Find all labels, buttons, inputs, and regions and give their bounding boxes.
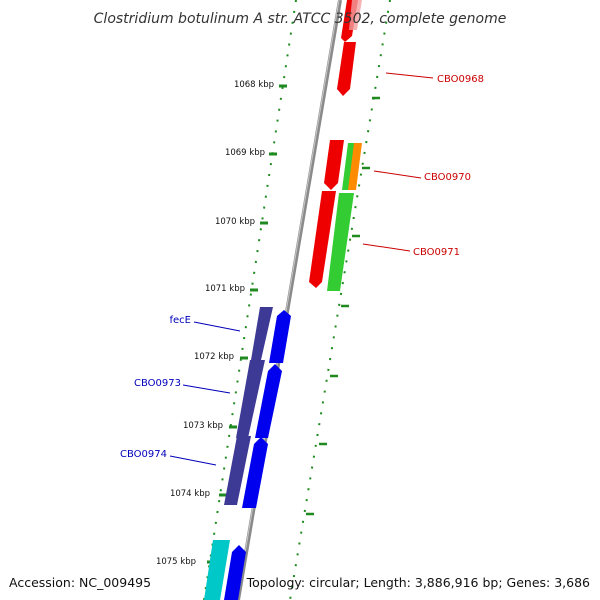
tick-label-1075: 1075 kbp xyxy=(156,557,196,567)
callout-line-cbo0971 xyxy=(362,243,411,252)
gene-arrow-cbo0974-purple[interactable] xyxy=(224,436,251,505)
tick-label-1074: 1074 kbp xyxy=(170,489,210,499)
outer-dotted-track xyxy=(203,0,391,600)
callout-line-cbo0968 xyxy=(385,72,434,79)
tick-label-1071: 1071 kbp xyxy=(205,284,245,294)
gene-callouts: CBO0968 CBO0970 CBO0971 fecE CBO0973 CBO… xyxy=(120,72,484,466)
gene-arrow-feceblock-purple[interactable] xyxy=(251,307,273,360)
gene-arrow-bottom-cyan[interactable] xyxy=(204,540,230,600)
gene-label-cbo0970[interactable]: CBO0970 xyxy=(424,172,471,183)
tick-marks xyxy=(207,84,380,564)
gene-arrow-cbo0970-green[interactable] xyxy=(342,143,355,190)
accession-text: Accession: NC_009495 xyxy=(9,575,151,590)
gene-arrow-cbo0974-blue[interactable] xyxy=(242,437,268,508)
gene-arrow-cbo0973-purple[interactable] xyxy=(236,360,265,438)
gene-arrow-cbo0969[interactable] xyxy=(324,140,344,190)
callout-line-cbo0973 xyxy=(182,384,231,394)
genome-summary-text: Topology: circular; Length: 3,886,916 bp… xyxy=(246,575,590,590)
tick-label-1073: 1073 kbp xyxy=(183,421,223,431)
tick-label-1072: 1072 kbp xyxy=(194,352,234,362)
callout-line-fece xyxy=(193,321,241,332)
map-title: Clostridium botulinum A str. ATCC 3502, … xyxy=(94,11,507,27)
gene-arrow-cbo0971-green[interactable] xyxy=(327,193,354,291)
tick-label-1069: 1069 kbp xyxy=(225,148,265,158)
callout-line-cbo0970 xyxy=(373,170,422,179)
forward-strand-features xyxy=(309,0,362,291)
gene-label-fece[interactable]: fecE xyxy=(170,315,192,326)
tick-label-1070: 1070 kbp xyxy=(215,217,255,227)
callout-line-cbo0974 xyxy=(169,455,217,466)
gene-arrow-top-pink xyxy=(349,0,362,30)
tick-label-1068: 1068 kbp xyxy=(234,80,274,90)
gene-arrow-bottom-blue[interactable] xyxy=(224,545,246,600)
gene-label-cbo0974[interactable]: CBO0974 xyxy=(120,449,167,460)
gene-label-cbo0968[interactable]: CBO0968 xyxy=(437,74,484,85)
outer-track-right xyxy=(289,0,391,600)
gene-label-cbo0973[interactable]: CBO0973 xyxy=(134,378,181,389)
gene-arrow-cbo0971-red[interactable] xyxy=(309,191,336,288)
gene-label-cbo0971[interactable]: CBO0971 xyxy=(413,247,460,258)
gene-arrow-cbo0968[interactable] xyxy=(337,42,356,96)
gene-arrow-fece-blue[interactable] xyxy=(269,310,291,363)
gene-arrow-cbo0970-orange[interactable] xyxy=(348,143,362,190)
tick-labels: 1068 kbp 1069 kbp 1070 kbp 1071 kbp 1072… xyxy=(156,80,274,567)
reverse-strand-features xyxy=(204,307,291,600)
gene-arrow-cbo0973-blue[interactable] xyxy=(255,364,282,438)
